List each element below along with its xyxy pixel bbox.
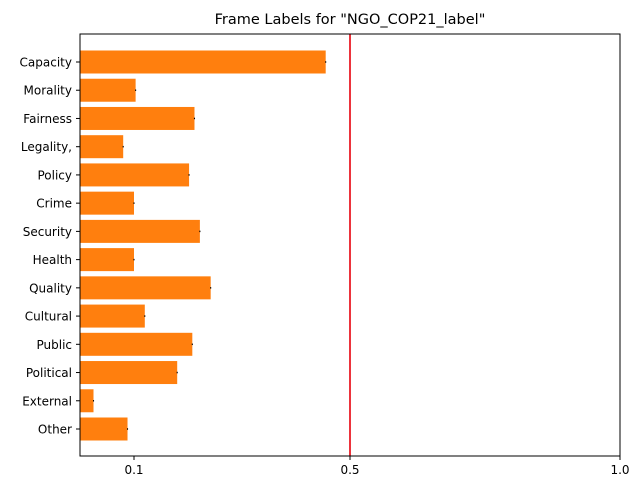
bar-3 — [80, 135, 124, 159]
bar-1 — [80, 78, 136, 102]
x-tick-label-0: 0.1 — [124, 463, 143, 477]
y-tick-label-9: Cultural — [25, 310, 72, 324]
bar-2 — [80, 106, 195, 130]
y-tick-label-5: Crime — [36, 197, 72, 211]
chart-title: Frame Labels for "NGO_COP21_label" — [215, 12, 486, 28]
y-tick-label-2: Fairness — [23, 112, 72, 126]
bar-10 — [80, 332, 193, 356]
bars-layer — [80, 34, 351, 456]
bar-7 — [80, 248, 134, 272]
y-tick-label-0: Capacity — [20, 56, 72, 70]
y-tick-label-12: External — [22, 394, 72, 408]
y-tick-label-1: Morality — [24, 84, 72, 98]
y-tick-label-13: Other — [38, 423, 72, 437]
y-tick-label-3: Legality, — [21, 140, 72, 154]
y-tick-label-10: Public — [36, 338, 72, 352]
bar-0 — [80, 50, 326, 74]
bar-8 — [80, 276, 211, 300]
y-tick-label-6: Security — [23, 225, 72, 239]
bar-9 — [80, 304, 145, 328]
y-tick-label-8: Quality — [29, 281, 72, 295]
y-tick-label-11: Political — [26, 366, 72, 380]
x-tick-label-1: 0.5 — [340, 463, 359, 477]
bar-11 — [80, 361, 178, 385]
bar-12 — [80, 389, 94, 413]
x-tick-label-2: 1.0 — [610, 463, 629, 477]
y-tick-label-4: Policy — [37, 168, 72, 182]
bar-13 — [80, 417, 128, 441]
y-tick-label-7: Health — [33, 253, 72, 267]
axes-layer: Capacity Morality Fairness Legality, Policy C… — [20, 33, 630, 477]
bar-6 — [80, 219, 200, 243]
bar-4 — [80, 163, 190, 187]
bar-5 — [80, 191, 134, 215]
